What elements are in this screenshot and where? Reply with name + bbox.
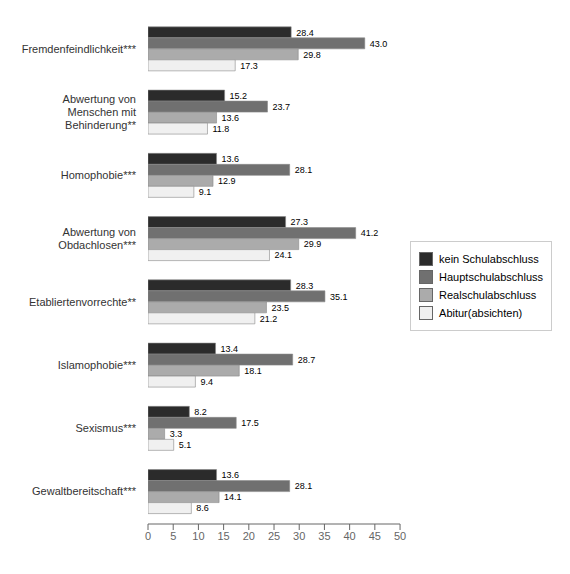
svg-text:24.1: 24.1 (274, 250, 292, 260)
svg-text:13.6: 13.6 (222, 113, 240, 123)
svg-text:14.1: 14.1 (224, 492, 242, 502)
svg-text:5.1: 5.1 (179, 440, 192, 450)
svg-text:5: 5 (170, 530, 176, 542)
svg-text:15.2: 15.2 (230, 91, 248, 101)
svg-text:Etabliertenvorrechte**: Etabliertenvorrechte** (29, 296, 137, 308)
svg-text:Islamophobie***: Islamophobie*** (58, 359, 137, 371)
svg-text:28.1: 28.1 (295, 165, 313, 175)
html-text:kein Schulabschluss: kein Schulabschluss (439, 253, 539, 265)
svg-text:Fremdenfeindlichkeit***: Fremdenfeindlichkeit*** (22, 43, 137, 55)
svg-text:Homophobie***: Homophobie*** (61, 169, 137, 181)
svg-text:8.2: 8.2 (194, 407, 207, 417)
svg-text:10: 10 (192, 530, 204, 542)
svg-text:Sexismus***: Sexismus*** (75, 422, 136, 434)
svg-text:29.8: 29.8 (303, 50, 321, 60)
svg-text:43.0: 43.0 (370, 39, 388, 49)
svg-text:35: 35 (318, 530, 330, 542)
svg-text:41.2: 41.2 (361, 228, 379, 238)
svg-text:15: 15 (217, 530, 229, 542)
svg-text:28.4: 28.4 (296, 28, 314, 38)
svg-text:0: 0 (145, 530, 151, 542)
svg-text:30: 30 (293, 530, 305, 542)
svg-text:45: 45 (369, 530, 381, 542)
svg-text:9.1: 9.1 (199, 187, 212, 197)
svg-text:20: 20 (243, 530, 255, 542)
svg-text:3.3: 3.3 (170, 429, 183, 439)
svg-text:8.6: 8.6 (196, 503, 209, 513)
svg-text:9.4: 9.4 (200, 377, 213, 387)
svg-text:40: 40 (344, 530, 356, 542)
svg-text:Gewaltbereitschaft***: Gewaltbereitschaft*** (32, 485, 137, 497)
svg-text:Abwertung vonMenschen mitBehin: Abwertung vonMenschen mitBehinderung** (63, 93, 137, 131)
html-text:Abitur(absichten): Abitur(absichten) (439, 307, 523, 319)
svg-text:28.7: 28.7 (298, 355, 316, 365)
svg-text:12.9: 12.9 (218, 176, 236, 186)
svg-text:13.4: 13.4 (221, 344, 239, 354)
svg-text:27.3: 27.3 (291, 217, 309, 227)
svg-text:Abwertung vonObdachlosen***: Abwertung vonObdachlosen*** (58, 226, 136, 251)
svg-text:18.1: 18.1 (244, 366, 262, 376)
svg-text:28.3: 28.3 (296, 281, 314, 291)
svg-text:23.7: 23.7 (272, 102, 290, 112)
svg-text:11.8: 11.8 (212, 124, 229, 134)
svg-text:17.3: 17.3 (240, 61, 258, 71)
svg-text:50: 50 (394, 530, 406, 542)
svg-text:13.6: 13.6 (222, 154, 240, 164)
svg-text:28.1: 28.1 (295, 481, 313, 491)
svg-text:13.6: 13.6 (222, 470, 240, 480)
html-text:Hauptschulabschluss: Hauptschulabschluss (439, 271, 543, 283)
svg-text:35.1: 35.1 (330, 292, 348, 302)
html-text:Realschulabschluss: Realschulabschluss (439, 289, 537, 301)
svg-text:21.2: 21.2 (260, 314, 278, 324)
svg-text:25: 25 (268, 530, 280, 542)
svg-text:29.9: 29.9 (304, 239, 322, 249)
svg-text:17.5: 17.5 (241, 418, 259, 428)
svg-text:23.5: 23.5 (271, 303, 289, 313)
